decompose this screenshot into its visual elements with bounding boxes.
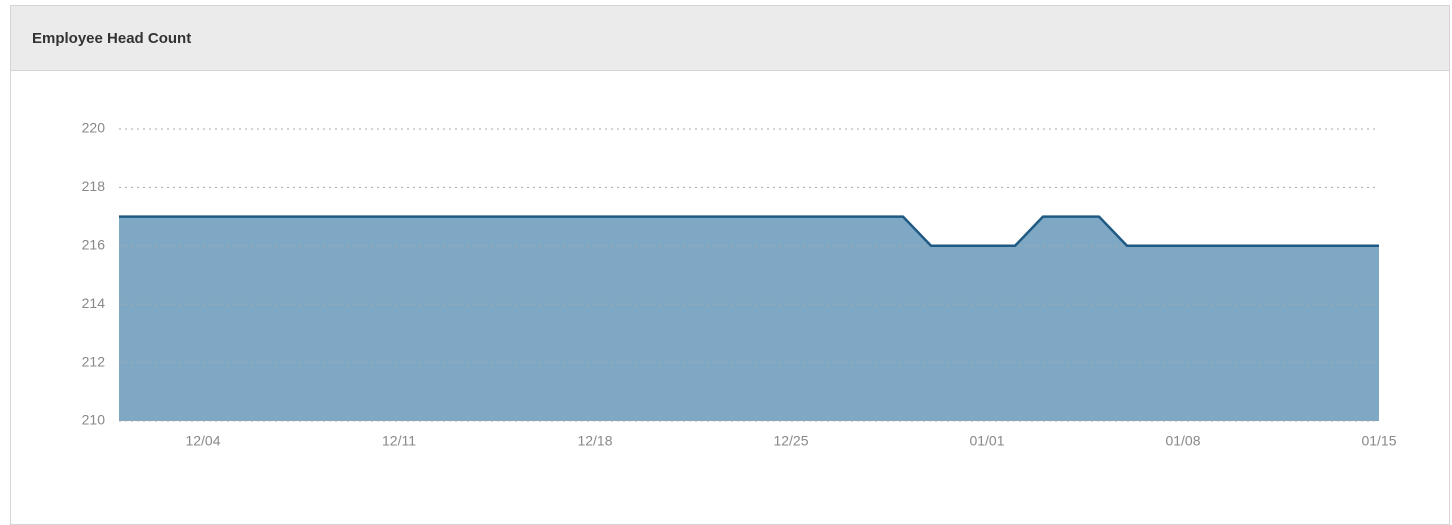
y-tick-label: 218: [82, 178, 106, 194]
y-tick-label: 214: [82, 295, 106, 311]
y-tick-label: 212: [82, 353, 106, 369]
x-tick-label: 12/18: [577, 433, 612, 449]
x-tick-label: 01/08: [1165, 433, 1200, 449]
x-tick-label: 12/11: [382, 433, 416, 449]
area: [119, 216, 1379, 421]
x-tick-label: 01/01: [969, 433, 1004, 449]
x-tick-label: 12/04: [185, 433, 220, 449]
x-tick-label: 01/15: [1361, 433, 1396, 449]
x-tick-label: 12/25: [773, 433, 808, 449]
line: [119, 215, 1379, 248]
panel-title: Employee Head Count: [11, 6, 1449, 71]
y-tick-label: 220: [82, 120, 106, 136]
y-tick-label: 216: [82, 237, 106, 253]
y-tick-label: 210: [82, 412, 106, 428]
